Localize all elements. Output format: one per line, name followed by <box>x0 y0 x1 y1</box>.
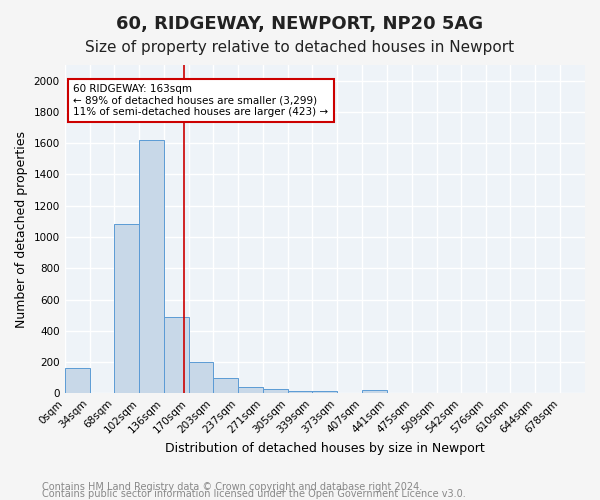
Bar <box>313 391 337 394</box>
Bar <box>115 224 139 394</box>
Text: 60 RIDGEWAY: 163sqm
← 89% of detached houses are smaller (3,299)
11% of semi-det: 60 RIDGEWAY: 163sqm ← 89% of detached ho… <box>73 84 329 117</box>
X-axis label: Distribution of detached houses by size in Newport: Distribution of detached houses by size … <box>165 442 485 455</box>
Text: 60, RIDGEWAY, NEWPORT, NP20 5AG: 60, RIDGEWAY, NEWPORT, NP20 5AG <box>116 15 484 33</box>
Bar <box>263 390 287 394</box>
Y-axis label: Number of detached properties: Number of detached properties <box>15 130 28 328</box>
Text: Contains HM Land Registry data © Crown copyright and database right 2024.: Contains HM Land Registry data © Crown c… <box>42 482 422 492</box>
Bar <box>287 391 313 394</box>
Text: Size of property relative to detached houses in Newport: Size of property relative to detached ho… <box>85 40 515 55</box>
Bar <box>164 317 189 394</box>
Bar <box>65 368 89 394</box>
Bar <box>213 378 238 394</box>
Bar <box>139 140 164 394</box>
Bar <box>238 387 263 394</box>
Bar <box>362 390 387 394</box>
Text: Contains public sector information licensed under the Open Government Licence v3: Contains public sector information licen… <box>42 489 466 499</box>
Bar <box>189 362 213 394</box>
